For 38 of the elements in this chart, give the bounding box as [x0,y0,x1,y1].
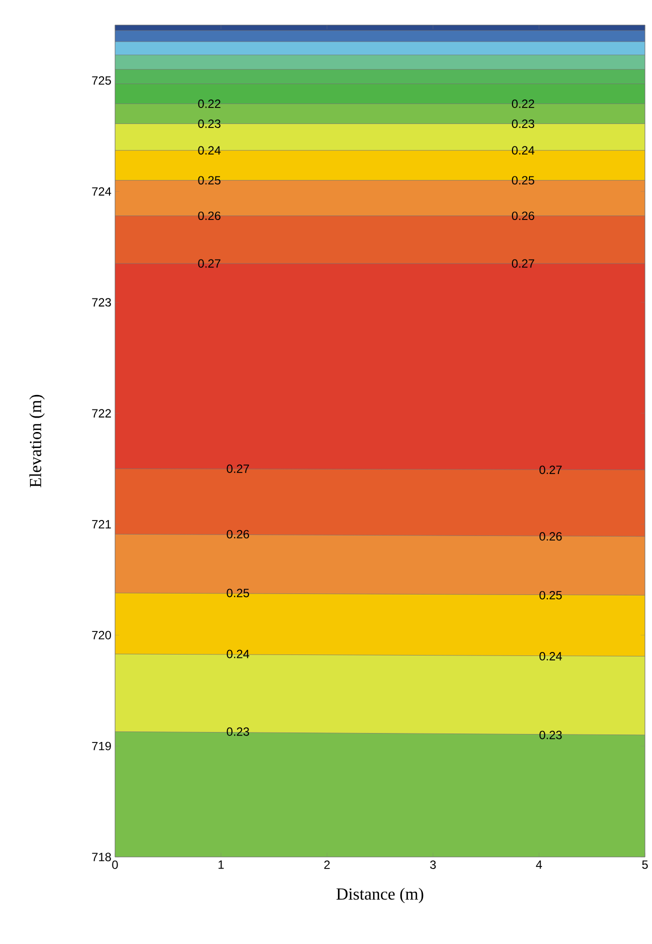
y-tick-label: 719 [92,742,111,750]
y-axis-title: Elevation (m) [29,394,45,488]
y-tick-label: 720 [92,630,112,640]
annotation: 0.23 [539,730,562,740]
y-tick-label: 722 [92,409,111,418]
annotation: 0.27 [512,259,534,268]
y-tick-label: 724 [92,187,112,196]
annotation: 0.23 [198,120,220,128]
annotation: 0.26 [198,212,220,220]
x-tick-label: 5 [642,860,648,869]
annotation: 0.24 [539,652,562,660]
x-tick-label: 0 [112,860,118,869]
annotation: 0.27 [198,259,220,268]
x-tick-label: 2 [324,860,330,869]
y-tick-label: 721 [92,520,111,528]
annotation: 0.24 [512,146,534,155]
y-tick-label: 723 [92,298,111,307]
annotation: 0.23 [512,120,534,128]
annotation: 0.25 [226,588,250,598]
x-tick-label: 1 [218,860,224,869]
annotation: 0.26 [226,530,250,538]
annotation: 0.26 [512,212,534,220]
y-tick-label: 718 [92,852,111,862]
annotation: 0.26 [539,532,562,541]
annotation: 0.25 [512,176,534,185]
annotation: 0.27 [539,466,562,474]
annotation: 0.23 [226,727,250,736]
y-tick-label: 725 [92,76,111,85]
annotation: 0.25 [539,590,562,600]
annotation: 0.24 [198,146,221,155]
x-tick-label: 3 [430,860,436,869]
x-axis-title: Distance (m) [336,888,424,904]
annotation: 0.22 [512,100,534,108]
annotation: 0.24 [226,650,250,658]
annotation: 0.25 [198,176,220,185]
annotation: 0.22 [198,100,220,108]
annotation: 0.27 [226,464,249,473]
x-tick-label: 4 [536,860,542,869]
